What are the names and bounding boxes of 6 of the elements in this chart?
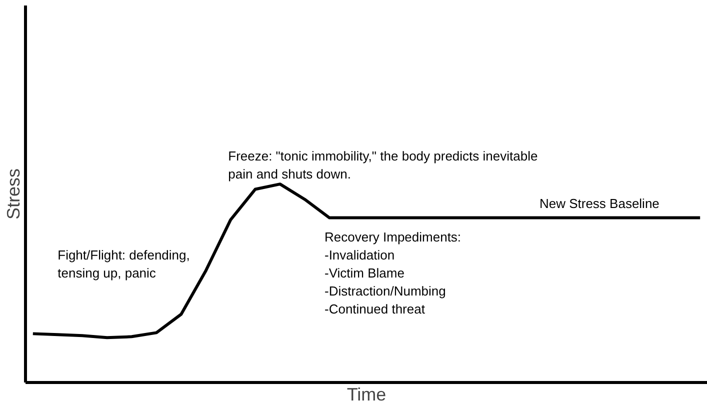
annotation: Recovery Impediments: -Invalidation -Victim Blame -Distraction/Numbing -Continued threat (324, 230, 462, 317)
text: Freeze: "tonic immobility," the body predicts inevitable pain and shuts down. (228, 148, 538, 182)
annotation: Fight/Flight: defending, tensing up, panic (58, 248, 190, 281)
y-axis-title: Stress (4, 168, 24, 220)
annotation: New Stress Baseline (539, 196, 660, 211)
x-axis-title: Time (346, 384, 386, 404)
